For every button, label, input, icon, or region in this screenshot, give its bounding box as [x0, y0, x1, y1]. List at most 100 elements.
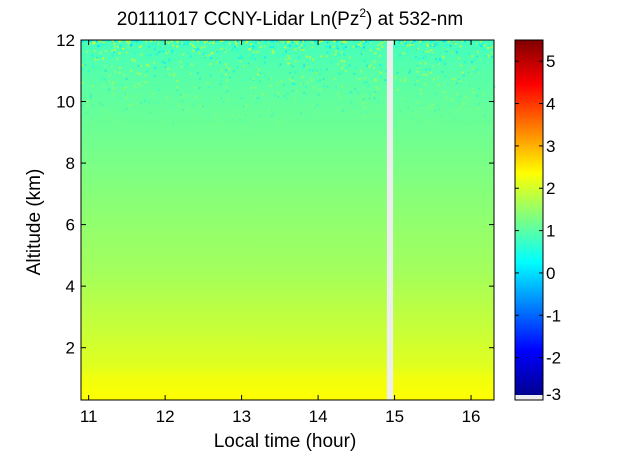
y-tick-label: 8: [66, 154, 75, 173]
noise-speckle: [311, 40, 314, 42]
noise-speckle: [263, 57, 266, 59]
noise-speckle: [97, 40, 100, 43]
noise-speckle: [228, 68, 231, 70]
noise-speckle: [363, 43, 366, 46]
noise-speckle: [373, 60, 376, 63]
noise-speckle: [179, 60, 182, 63]
noise-speckle: [81, 40, 84, 43]
noise-speckle: [445, 50, 448, 53]
noise-speckle: [111, 116, 113, 119]
noise-speckle: [316, 103, 319, 106]
noise-speckle: [81, 104, 84, 107]
noise-speckle: [285, 97, 288, 100]
noise-speckle: [164, 124, 167, 127]
noise-speckle: [286, 41, 289, 44]
noise-speckle: [245, 104, 248, 107]
noise-speckle: [119, 67, 121, 69]
noise-speckle: [443, 56, 445, 59]
noise-speckle: [252, 78, 255, 81]
noise-speckle: [206, 100, 209, 103]
noise-speckle: [467, 99, 470, 102]
noise-speckle: [94, 118, 97, 121]
noise-speckle: [295, 45, 298, 47]
noise-speckle: [258, 41, 261, 44]
noise-speckle: [282, 53, 285, 56]
noise-speckle: [210, 74, 212, 77]
noise-speckle: [219, 121, 222, 124]
noise-speckle: [262, 118, 265, 121]
noise-speckle: [306, 66, 309, 69]
noise-speckle: [207, 122, 210, 125]
noise-speckle: [212, 41, 215, 44]
noise-speckle: [258, 40, 261, 43]
noise-speckle: [293, 83, 296, 86]
noise-speckle: [341, 42, 344, 45]
noise-speckle: [176, 45, 179, 48]
noise-speckle: [86, 100, 89, 103]
noise-speckle: [439, 57, 441, 60]
noise-speckle: [368, 65, 371, 68]
noise-speckle: [106, 80, 109, 83]
noise-speckle: [430, 115, 433, 118]
noise-speckle: [445, 96, 448, 99]
y-tick-label: 6: [66, 216, 75, 235]
noise-speckle: [291, 82, 294, 85]
noise-speckle: [381, 40, 384, 42]
noise-speckle: [96, 58, 99, 61]
noise-speckle: [133, 59, 136, 62]
noise-speckle: [486, 47, 489, 49]
noise-speckle: [305, 93, 308, 96]
noise-speckle: [319, 79, 321, 82]
noise-speckle: [155, 53, 158, 56]
noise-speckle: [277, 92, 280, 95]
noise-speckle: [145, 40, 148, 43]
noise-speckle: [419, 92, 422, 95]
noise-speckle: [445, 44, 447, 47]
noise-speckle: [468, 84, 471, 87]
noise-speckle: [133, 40, 136, 42]
noise-speckle: [216, 61, 219, 64]
noise-speckle: [190, 40, 193, 43]
noise-speckle: [231, 47, 234, 50]
noise-speckle: [244, 114, 247, 117]
noise-speckle: [367, 42, 370, 45]
noise-speckle: [457, 78, 460, 81]
noise-speckle: [108, 74, 111, 77]
noise-speckle: [428, 68, 431, 71]
noise-speckle: [454, 42, 457, 45]
noise-speckle: [134, 52, 137, 55]
heatmap-field: [81, 40, 494, 400]
noise-speckle: [111, 81, 114, 84]
noise-speckle: [130, 44, 133, 47]
noise-speckle: [372, 66, 375, 69]
noise-speckle: [241, 78, 244, 81]
noise-speckle: [394, 76, 397, 79]
noise-speckle: [435, 93, 437, 96]
noise-speckle: [373, 97, 376, 100]
noise-speckle: [126, 93, 129, 96]
noise-speckle: [469, 73, 472, 76]
noise-speckle: [250, 41, 253, 44]
noise-speckle: [461, 71, 464, 74]
noise-speckle: [210, 57, 213, 60]
noise-speckle: [168, 73, 171, 76]
y-tick-label: 10: [56, 93, 75, 112]
noise-speckle: [135, 95, 138, 97]
noise-speckle: [197, 40, 199, 43]
noise-speckle: [139, 41, 142, 44]
noise-speckle: [396, 88, 399, 91]
noise-speckle: [315, 71, 317, 74]
noise-speckle: [171, 124, 174, 127]
noise-speckle: [490, 56, 493, 58]
noise-speckle: [483, 44, 486, 47]
noise-speckle: [198, 77, 201, 80]
noise-speckle: [418, 57, 421, 60]
noise-speckle: [489, 46, 492, 49]
x-tick-label: 13: [232, 407, 251, 426]
noise-speckle: [473, 65, 476, 68]
noise-speckle: [265, 40, 268, 43]
noise-speckle: [276, 82, 279, 85]
noise-speckle: [199, 105, 202, 108]
noise-speckle: [125, 77, 128, 80]
noise-speckle: [81, 67, 84, 70]
